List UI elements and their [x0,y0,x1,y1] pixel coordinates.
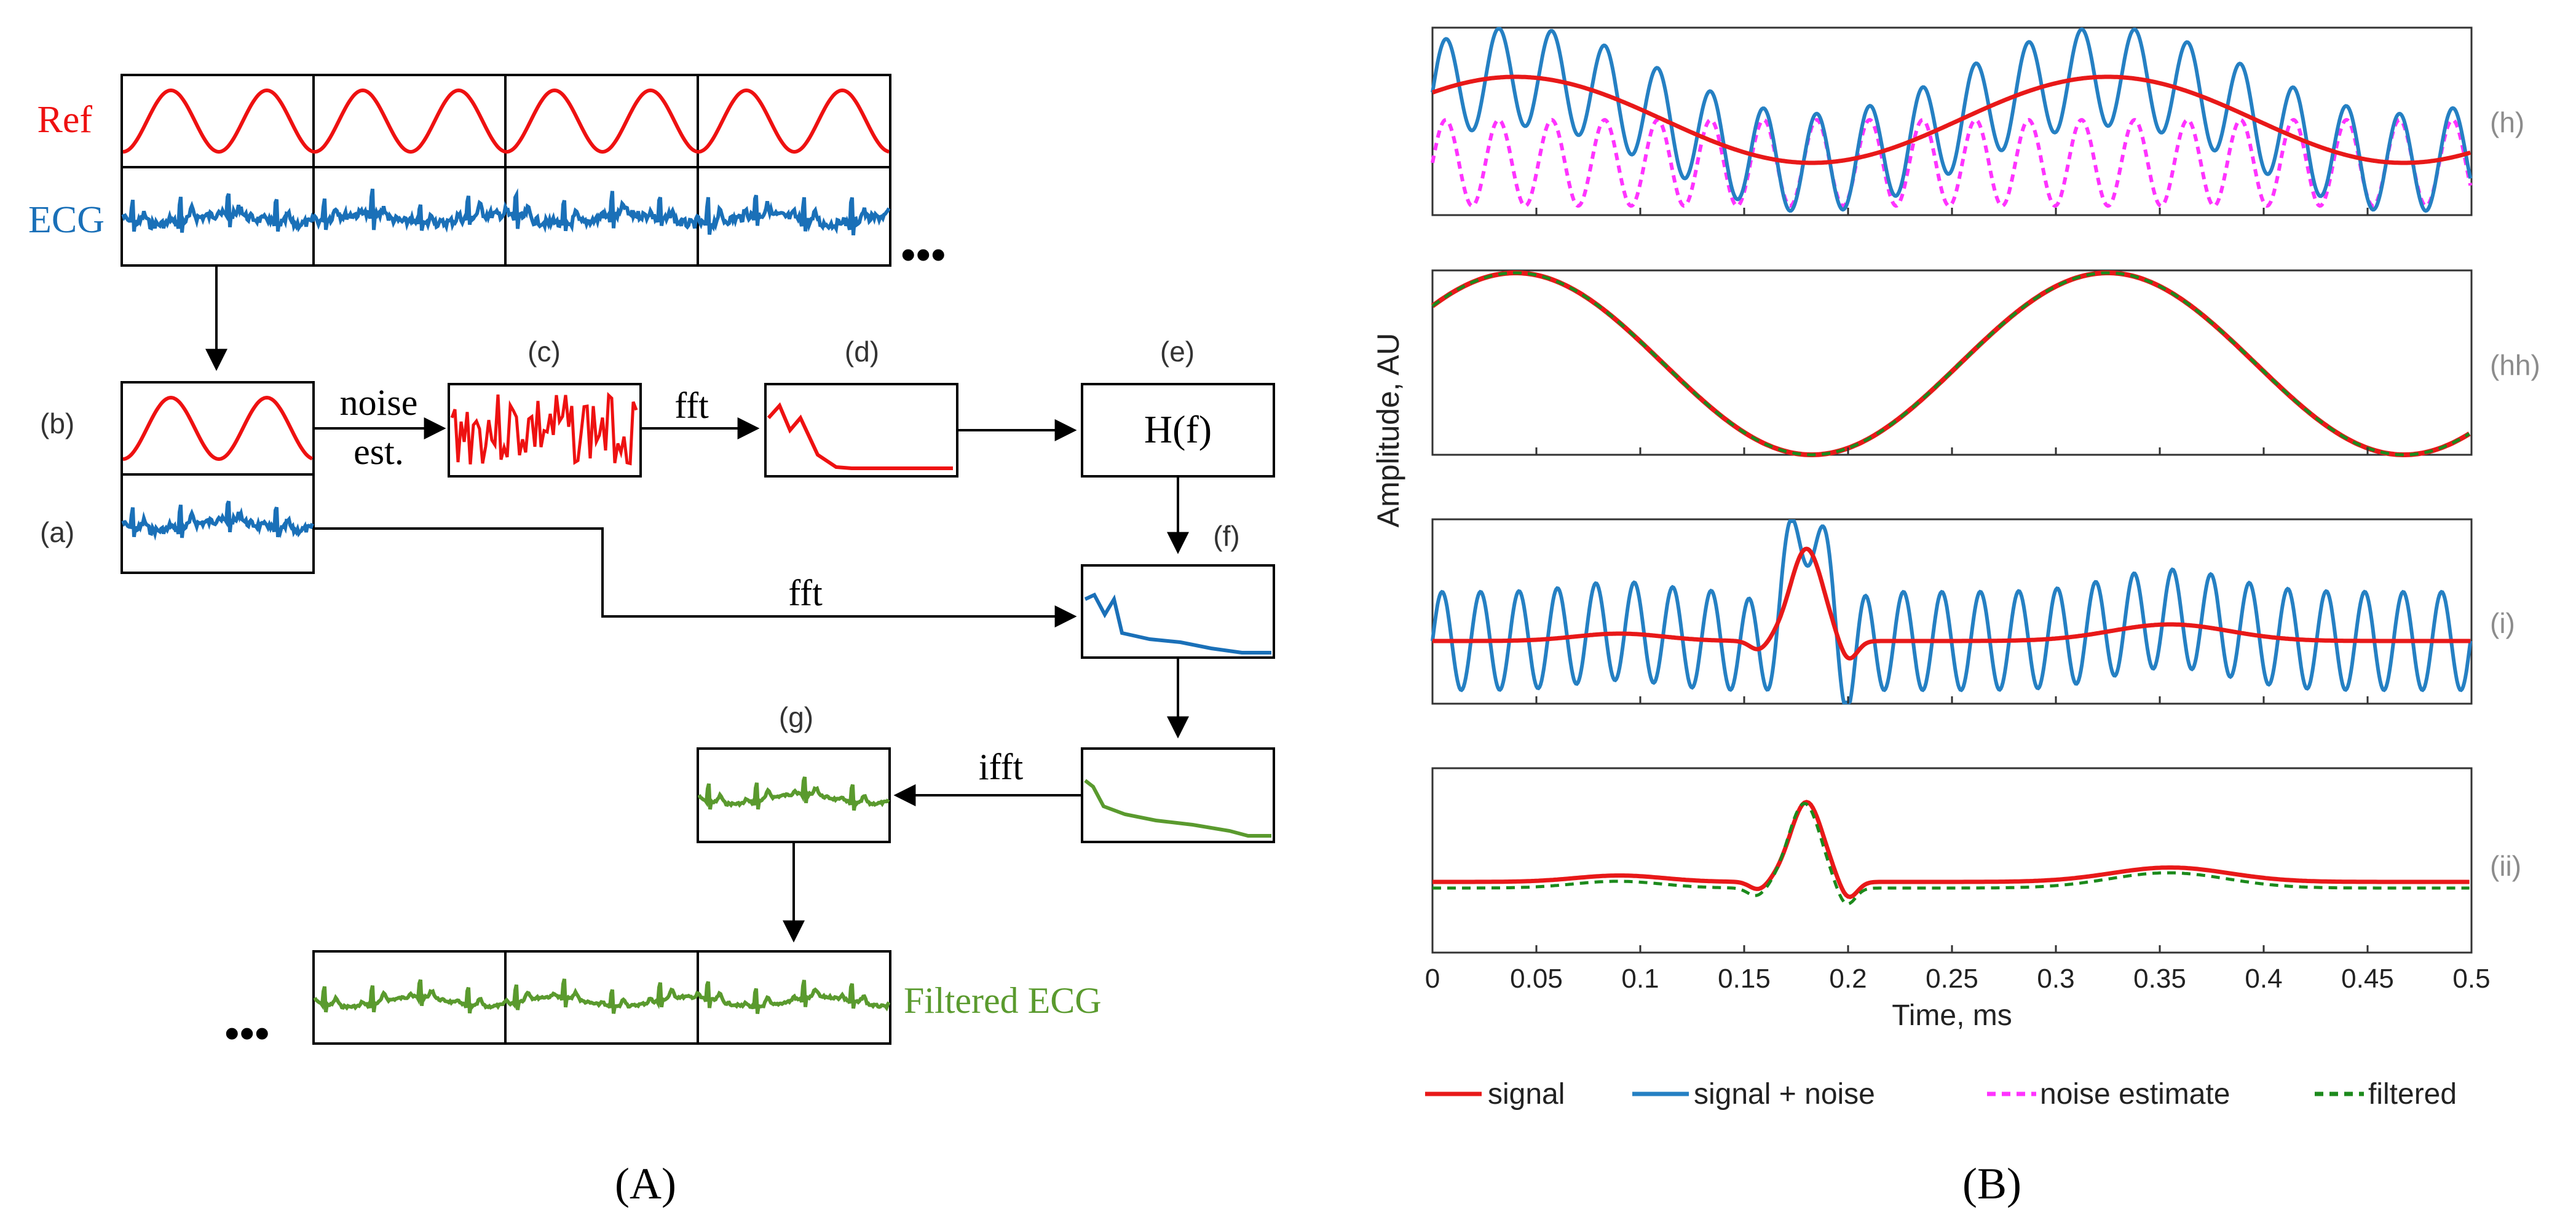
x-tick-label: 0.05 [1510,964,1563,994]
ref-waveform [122,88,890,154]
label-e: (e) [1160,336,1195,368]
x-tick-label: 0.45 [2341,964,2394,994]
ref-ecg-strip [121,74,891,267]
label-g: (g) [779,701,813,733]
box-c [448,383,642,478]
subplot-label-hh: (hh) [2490,349,2540,381]
y-axis-label: Amplitude, AU [1371,333,1405,528]
fft-mid-label: fft [788,573,823,613]
subplot-ii-frame [1431,767,2473,954]
signal-line-i [1432,546,2471,661]
noise-estimate-line-h [1431,117,2473,208]
subplot-label-h: (h) [2490,106,2524,138]
box-d [764,383,958,478]
box-a [121,473,315,574]
legend: signal signal + noise noise estimate fil… [1425,1078,2457,1111]
filtered-ecg-segment [697,776,890,811]
x-tick-label: 0.2 [1829,964,1867,994]
ecg-label: ECG [28,199,105,241]
label-f: (f) [1213,520,1239,552]
signal-line-h [1431,74,2471,165]
x-tick-label: 0.4 [2245,964,2282,994]
x-tick-label: 0.1 [1621,964,1659,994]
legend-filtered: filtered [2368,1078,2457,1111]
legend-signal-noise: signal + noise [1694,1078,1875,1111]
filtered-line-hh [1431,271,2470,457]
filtered-ecg-label: Filtered ECG [904,980,1102,1021]
label-a: (a) [40,516,74,548]
ref-segment-waveform [122,395,314,462]
caption-b: (B) [1962,1159,2021,1208]
signal-line-ii [1432,800,2470,900]
subplot-label-ii: (ii) [2490,850,2521,882]
ecg-spectrum [1084,592,1271,655]
noise-spectrum [767,402,953,470]
noise-estimate-waveform [450,391,638,466]
label-c: (c) [527,336,561,368]
legend-signal: signal [1488,1078,1565,1111]
label-d: (d) [845,336,879,368]
signal-noise-line-h [1431,27,2473,213]
caption-a: (A) [615,1159,676,1208]
filtered-line-ii [1432,801,2470,906]
ellipsis-top: ••• [901,230,946,278]
x-tick-label: 0 [1425,964,1440,994]
ellipsis-bottom: ••• [224,1009,270,1057]
x-axis-ticks: 0 0.05 0.1 0.15 0.2 0.25 0.3 0.35 0.4 0.45 0.5 [1425,208,2491,994]
legend-noise-estimate: noise estimate [2040,1078,2230,1111]
ecg-segment-waveform [121,500,314,541]
subplot-label-i: (i) [2490,607,2515,639]
x-tick-label: 0.15 [1718,964,1771,994]
panel-a-diagram: Ref ECG ••• (b) (a) noise est. (c) fft (… [28,74,1275,1208]
x-tick-label: 0.35 [2133,964,2186,994]
x-axis-label: Time, ms [1892,999,2012,1032]
box-filtered-spectrum [1081,747,1275,843]
hf-label: H(f) [1144,407,1212,451]
signal-noise-line-i [1431,519,2473,704]
x-tick-label: 0.25 [1926,964,1978,994]
x-tick-label: 0.5 [2452,964,2490,994]
panel-b-plots: Amplitude, AU (h) (hh) (i) (ii) 0 0.05 0.1… [1371,26,2540,1208]
ecg-waveform [121,188,891,236]
fft-top-label: fft [674,385,709,426]
ref-label: Ref [37,99,92,141]
x-tick-label: 0.3 [2037,964,2074,994]
filtered-spectrum [1084,779,1271,838]
filtered-strip [312,950,891,1045]
noise-label: noise [340,382,418,423]
ifft-label: ifft [979,747,1024,787]
label-b: (b) [40,407,74,439]
filtered-ecg-waveform [313,978,891,1014]
est-label: est. [354,431,404,472]
